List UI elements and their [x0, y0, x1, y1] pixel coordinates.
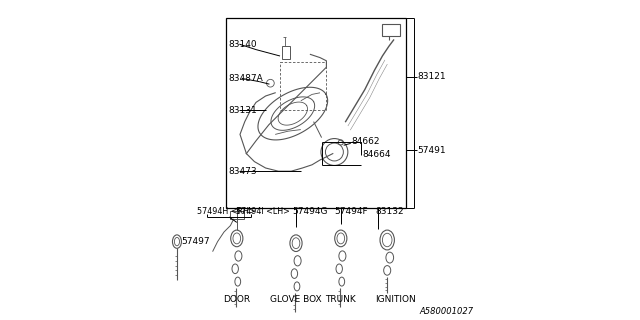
Text: TRUNK: TRUNK	[325, 295, 356, 304]
Bar	[383, 24, 400, 36]
Text: DOOR: DOOR	[223, 295, 250, 304]
Bar	[226, 18, 406, 208]
Text: 57497: 57497	[181, 237, 209, 246]
Bar	[230, 211, 244, 219]
Text: 83473: 83473	[229, 167, 257, 176]
Text: 57491: 57491	[418, 146, 446, 155]
Text: 83121: 83121	[418, 72, 446, 81]
Text: GLOVE BOX: GLOVE BOX	[270, 295, 322, 304]
Text: 57494F: 57494F	[334, 207, 368, 216]
Text: A580001027: A580001027	[419, 308, 474, 316]
Text: 83132: 83132	[375, 207, 404, 216]
Text: 57494I <LH>: 57494I <LH>	[236, 207, 290, 216]
Text: 83487A: 83487A	[229, 74, 264, 83]
Text: 57494H <RH>: 57494H <RH>	[197, 207, 255, 216]
Text: 83131: 83131	[229, 106, 257, 115]
Text: IGNITION: IGNITION	[375, 295, 415, 304]
Text: 57494G: 57494G	[292, 207, 328, 216]
Bar	[282, 46, 290, 59]
Text: 84664: 84664	[362, 150, 391, 159]
Text: 83140: 83140	[229, 40, 257, 49]
Text: 84662: 84662	[351, 137, 380, 146]
